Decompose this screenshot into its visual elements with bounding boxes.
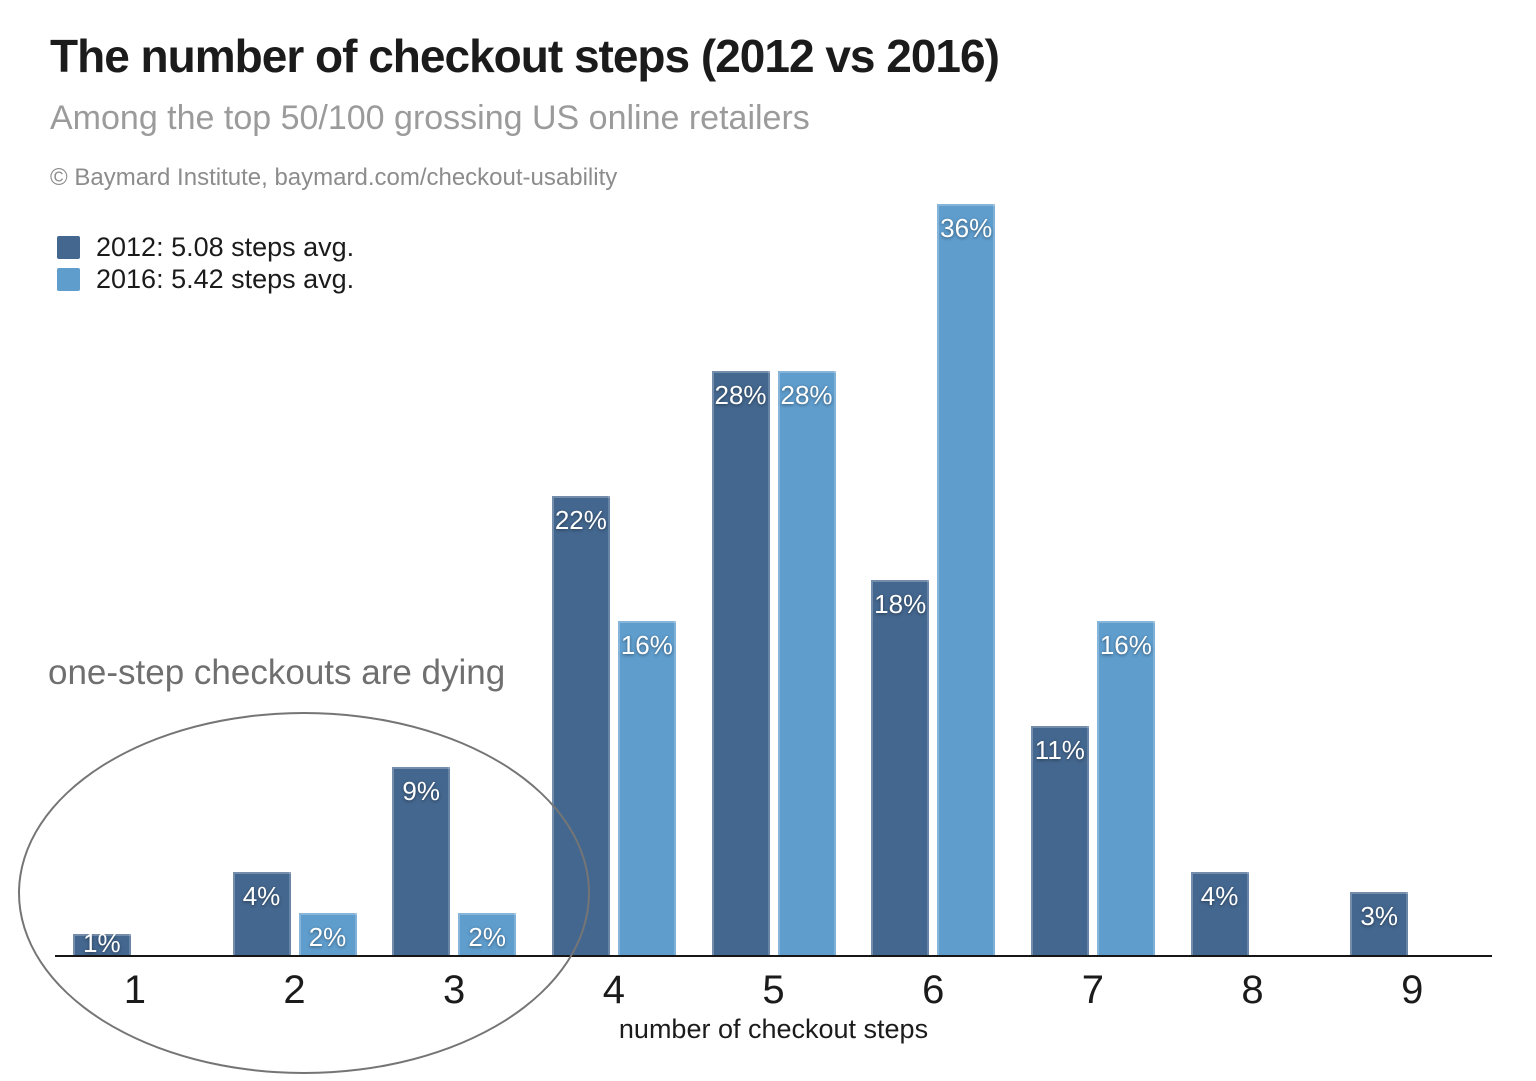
- legend-item-2012: 2012: 5.08 steps avg.: [57, 231, 354, 263]
- legend-label-2016: 2016: 5.42 steps avg.: [96, 263, 355, 294]
- bar-group-1: 1%: [55, 150, 215, 955]
- bar-value-label: 11%: [1034, 735, 1085, 765]
- bar-value-label: 4%: [242, 881, 281, 911]
- legend-label-2012: 2012: 5.08 steps avg.: [96, 231, 355, 262]
- bar-value-label: 16%: [620, 630, 673, 660]
- bar-value-label: 36%: [940, 213, 993, 243]
- bar-value-label: 22%: [554, 505, 607, 535]
- x-tick-7: 7: [1081, 968, 1104, 1012]
- x-tick-1: 1: [123, 968, 146, 1012]
- x-tick-8: 8: [1241, 968, 1264, 1012]
- legend-item-2016: 2016: 5.42 steps avg.: [57, 263, 354, 295]
- bar-group-3: 9% 2%: [374, 150, 534, 955]
- x-tick-2: 2: [283, 968, 306, 1012]
- x-tick-9: 9: [1401, 968, 1424, 1012]
- bar-2016-step-7: 16%: [1096, 621, 1155, 955]
- page-title: The number of checkout steps (2012 vs 20…: [50, 30, 1000, 82]
- bar-2012-step-4: 22%: [551, 496, 610, 955]
- legend: 2012: 5.08 steps avg. 2016: 5.42 steps a…: [57, 231, 354, 295]
- plot-area: 1% 4% 2% 9% 2% 22% 16% 28% 28% 18% 36% 11% 16% 4% 3%: [55, 150, 1492, 955]
- bar-2012-step-7: 11%: [1030, 726, 1089, 955]
- x-tick-3: 3: [443, 968, 466, 1012]
- bar-group-8: 4%: [1173, 150, 1333, 955]
- bar-value-label: 28%: [780, 380, 833, 410]
- bar-2012-step-5: 28%: [711, 371, 770, 955]
- bar-value-label: 28%: [714, 380, 767, 410]
- bar-value-label: 3%: [1360, 901, 1398, 931]
- annotation-text: one-step checkouts are dying: [48, 653, 506, 692]
- bar-value-label: 2%: [308, 922, 347, 952]
- bar-2016-step-6: 36%: [937, 204, 996, 955]
- bar-2016-step-4: 16%: [617, 621, 676, 955]
- x-tick-5: 5: [762, 968, 785, 1012]
- bar-group-7: 11% 16%: [1013, 150, 1173, 955]
- bar-value-label: 4%: [1200, 881, 1239, 911]
- x-tick-4: 4: [602, 968, 625, 1012]
- bar-2016-step-2: 2%: [298, 913, 357, 955]
- legend-swatch-2012-icon: [57, 235, 80, 259]
- chart-header: The number of checkout steps (2012 vs 20…: [50, 30, 1000, 192]
- bar-value-label: 16%: [1099, 630, 1152, 660]
- bar-value-label: 1%: [83, 934, 121, 955]
- bar-value-label: 2%: [468, 922, 506, 952]
- bar-2012-step-1: 1%: [72, 934, 131, 955]
- bar-group-2: 4% 2%: [215, 150, 375, 955]
- bar-2012-step-9: 3%: [1350, 892, 1409, 955]
- attribution: © Baymard Institute, baymard.com/checkou…: [50, 163, 618, 191]
- bar-group-9: 3%: [1332, 150, 1492, 955]
- x-axis-title: number of checkout steps: [618, 1014, 929, 1044]
- bar-group-5: 28% 28%: [694, 150, 854, 955]
- bar-group-4: 22% 16%: [534, 150, 694, 955]
- bar-2016-step-5: 28%: [777, 371, 836, 955]
- bar-2012-step-3: 9%: [392, 767, 451, 955]
- x-tick-6: 6: [922, 968, 945, 1012]
- bar-2012-step-6: 18%: [871, 580, 930, 955]
- bar-2012-step-2: 4%: [232, 872, 291, 955]
- bar-2012-step-8: 4%: [1190, 872, 1249, 955]
- chart-subtitle: Among the top 50/100 grossing US online …: [50, 98, 810, 137]
- bar-value-label: 9%: [402, 776, 440, 806]
- legend-swatch-2016-icon: [57, 267, 80, 291]
- bar-group-6: 18% 36%: [853, 150, 1013, 955]
- x-axis-line: [55, 955, 1492, 957]
- bar-value-label: 18%: [874, 589, 927, 619]
- bar-2016-step-3: 2%: [458, 913, 517, 955]
- x-axis-ticks: 1 2 3 4 5 6 7 8 9: [55, 968, 1492, 1013]
